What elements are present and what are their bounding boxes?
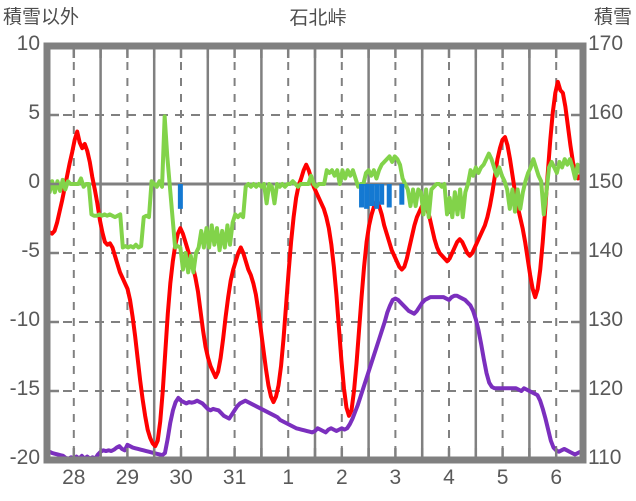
- y-axis-right-tick: 110: [588, 446, 622, 469]
- y-axis-right-tick: 130: [588, 308, 624, 331]
- y-axis-left-tick: -10: [9, 308, 40, 331]
- y-axis-left-tick: -5: [21, 239, 40, 262]
- y-axis-right-tick: 170: [588, 32, 624, 55]
- x-axis-tick: 31: [222, 466, 247, 489]
- series-line-temperature: [45, 79, 585, 449]
- y-axis-left-tick: 0: [28, 170, 40, 193]
- left-axis-caption: 積雪以外: [3, 7, 80, 28]
- x-axis-tick: 30: [169, 466, 193, 489]
- x-axis-tick: 4: [443, 466, 455, 489]
- series-layer: [45, 79, 585, 461]
- y-axis-left-tick: 10: [16, 32, 40, 55]
- chart-title: 石北峠: [289, 8, 347, 29]
- plot-frame: [43, 42, 587, 464]
- grid-layer: [47, 46, 583, 460]
- y-axis-left-tick: -20: [9, 446, 40, 469]
- axis-ticks: [50, 49, 580, 457]
- y-axis-right-tick: 120: [588, 377, 624, 400]
- x-axis-tick: 29: [115, 466, 140, 489]
- right-axis-caption: 積雪: [593, 7, 632, 28]
- x-axis-tick: 5: [496, 466, 509, 489]
- y-axis-left-tick: 5: [28, 101, 40, 124]
- precipitation-bar: [374, 184, 380, 209]
- precipitation-bar: [386, 184, 392, 208]
- y-axis-right-tick: 150: [588, 170, 624, 193]
- y-axis-left-tick: -15: [9, 377, 40, 400]
- precipitation-bar: [177, 184, 183, 209]
- x-axis-tick: 1: [282, 466, 295, 489]
- x-axis-tick: 2: [335, 466, 348, 489]
- precipitation-bars-layer: [177, 184, 405, 209]
- series-line-snow-depth: [45, 293, 585, 461]
- x-axis-tick: 3: [389, 466, 402, 489]
- precipitation-bar: [399, 184, 405, 205]
- precipitation-bar: [379, 184, 385, 205]
- precipitation-bar: [369, 184, 375, 207]
- x-axis-tick: 28: [62, 466, 86, 489]
- precipitation-bar: [359, 184, 365, 208]
- y-axis-right-tick: 140: [588, 239, 624, 262]
- x-axis-tick: 6: [550, 466, 563, 489]
- plot-border: [43, 42, 587, 464]
- y-axis-right-tick: 160: [588, 101, 624, 124]
- series-line-wind: [45, 114, 585, 275]
- precipitation-bar: [364, 184, 370, 209]
